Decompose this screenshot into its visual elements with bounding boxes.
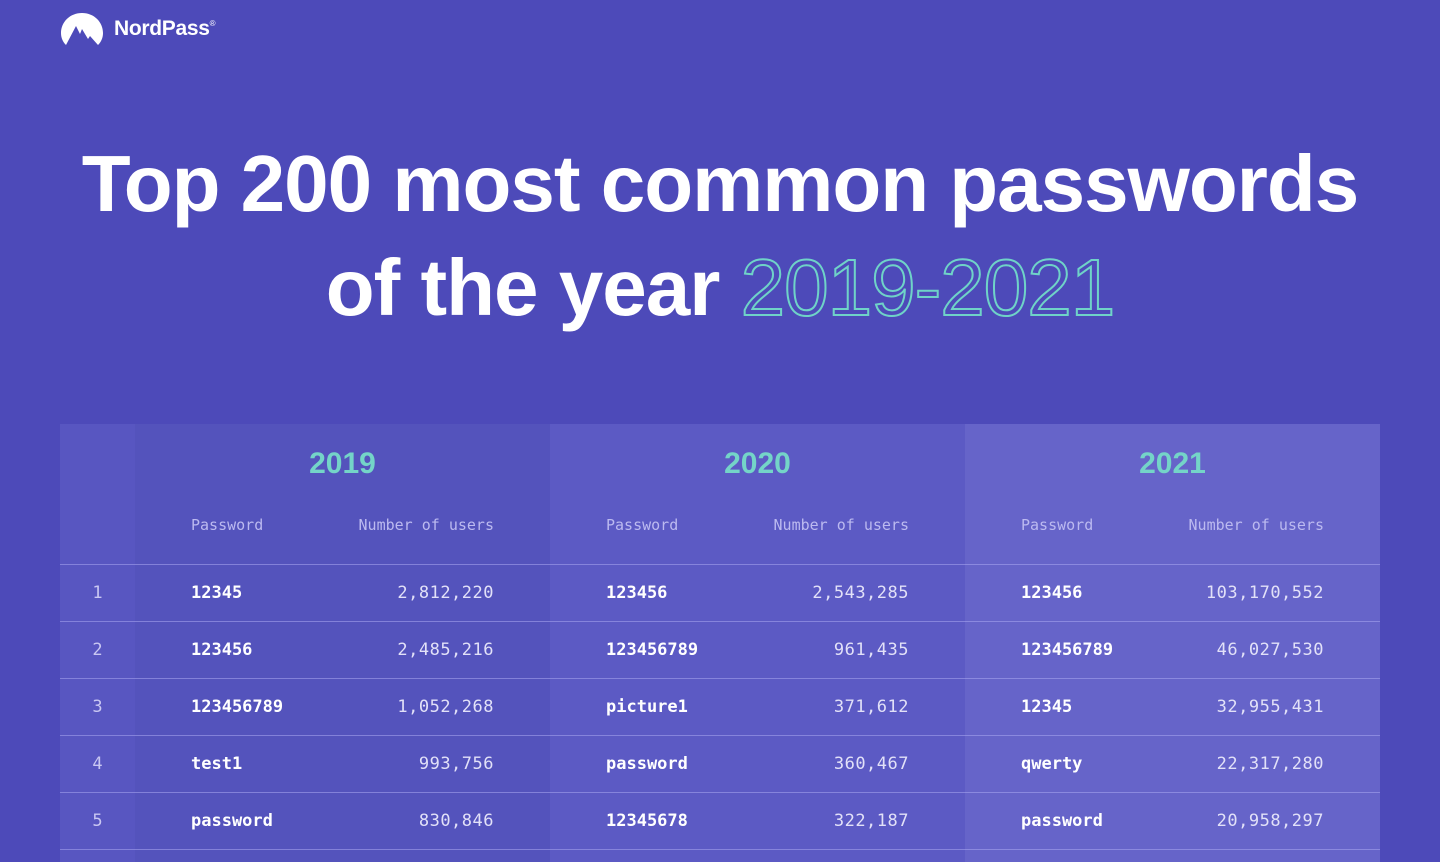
- password-cell: 123456: [550, 565, 758, 622]
- users-cell: 32,955,431: [1173, 679, 1381, 736]
- page-title: Top 200 most common passwords of the yea…: [0, 132, 1440, 340]
- users-cell: 103,170,552: [1173, 565, 1381, 622]
- table-row: 3 123456789 1,052,268 picture1 371,612 1…: [60, 679, 1380, 736]
- password-column-header: Password: [550, 502, 758, 565]
- mountain-logo-icon: [60, 12, 104, 46]
- users-cell: 961,435: [758, 622, 966, 679]
- users-cell: 360,467: [758, 736, 966, 793]
- rank-cell: 4: [60, 736, 135, 793]
- registered-mark: ®: [210, 19, 216, 28]
- title-line-2-prefix: of the year: [326, 243, 720, 332]
- users-cell: 993,756: [343, 736, 551, 793]
- password-cell: 123456789: [550, 622, 758, 679]
- rank-cell: 3: [60, 679, 135, 736]
- users-cell: 371,612: [758, 679, 966, 736]
- password-cell: 123456: [135, 622, 343, 679]
- rank-cell: 5: [60, 793, 135, 850]
- table-row-cutoff: [60, 850, 1380, 862]
- nordpass-logo[interactable]: NordPass®: [60, 12, 215, 46]
- year-header-row: 2019 2020 2021: [60, 424, 1380, 502]
- year-2020-header: 2020: [550, 424, 965, 502]
- password-cell: 123456789: [965, 622, 1173, 679]
- password-column-header: Password: [965, 502, 1173, 565]
- password-cell: qwerty: [965, 736, 1173, 793]
- table-row: 1 12345 2,812,220 123456 2,543,285 12345…: [60, 565, 1380, 622]
- users-cell: 830,846: [343, 793, 551, 850]
- users-cell: 1,052,268: [343, 679, 551, 736]
- password-cell: 12345: [135, 565, 343, 622]
- users-cell: 322,187: [758, 793, 966, 850]
- users-cell: 22,317,280: [1173, 736, 1381, 793]
- users-cell: 2,812,220: [343, 565, 551, 622]
- users-cell: 46,027,530: [1173, 622, 1381, 679]
- year-2019-header: 2019: [135, 424, 550, 502]
- brand-name: NordPass®: [114, 17, 215, 41]
- users-cell: 2,543,285: [758, 565, 966, 622]
- password-cell: 123456789: [135, 679, 343, 736]
- passwords-table: 2019 2020 2021 Password Number of users …: [60, 424, 1380, 862]
- password-cell: 123456: [965, 565, 1173, 622]
- rank-cell: 2: [60, 622, 135, 679]
- title-line-1: Top 200 most common passwords: [0, 132, 1440, 236]
- users-column-header: Number of users: [758, 502, 966, 565]
- users-cell: 2,485,216: [343, 622, 551, 679]
- year-2021-header: 2021: [965, 424, 1380, 502]
- password-cell: test1: [135, 736, 343, 793]
- title-year-range: 2019-2021: [741, 243, 1115, 332]
- users-column-header: Number of users: [343, 502, 551, 565]
- rank-header-cell: [60, 424, 135, 502]
- password-column-header: Password: [135, 502, 343, 565]
- table-row: 2 123456 2,485,216 123456789 961,435 123…: [60, 622, 1380, 679]
- users-cell: 20,958,297: [1173, 793, 1381, 850]
- users-column-header: Number of users: [1173, 502, 1381, 565]
- password-cell: password: [135, 793, 343, 850]
- column-header-row: Password Number of users Password Number…: [60, 502, 1380, 565]
- password-cell: picture1: [550, 679, 758, 736]
- table-row: 4 test1 993,756 password 360,467 qwerty …: [60, 736, 1380, 793]
- password-cell: password: [965, 793, 1173, 850]
- rank-cell: 1: [60, 565, 135, 622]
- password-cell: password: [550, 736, 758, 793]
- table-row: 5 password 830,846 12345678 322,187 pass…: [60, 793, 1380, 850]
- password-cell: 12345678: [550, 793, 758, 850]
- title-line-2: of the year 2019-2021: [0, 236, 1440, 340]
- password-cell: 12345: [965, 679, 1173, 736]
